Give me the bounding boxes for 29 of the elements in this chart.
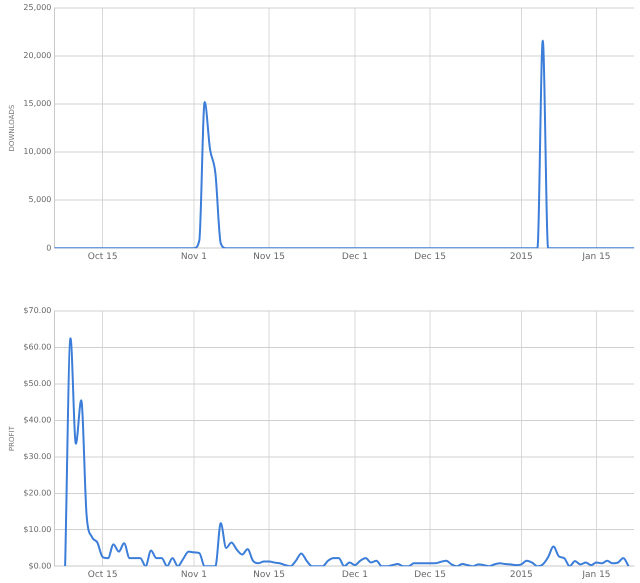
y-tick-label: $70.00 — [23, 306, 52, 316]
y-tick-label: 10,000 — [23, 147, 52, 156]
x-tick-label: Oct 15 — [88, 252, 118, 262]
x-tick-label: Nov 15 — [253, 570, 286, 580]
x-tick-label: Oct 15 — [88, 570, 118, 580]
y-tick-label: $20.00 — [23, 488, 52, 498]
x-tick-label: Jan 15 — [581, 570, 611, 580]
x-tick-label: Dec 15 — [414, 252, 446, 262]
y-tick-label: 15,000 — [23, 99, 52, 108]
y-tick-label: 25,000 — [23, 3, 52, 12]
y-tick-label: $50.00 — [23, 378, 52, 388]
x-tick-label: 2015 — [510, 252, 533, 262]
x-tick-label: Nov 1 — [180, 570, 208, 580]
y-tick-label: $40.00 — [23, 415, 52, 424]
y-tick-label: $0.00 — [28, 561, 52, 570]
y-tick-label: $30.00 — [23, 452, 52, 461]
x-tick-label: Dec 15 — [414, 570, 446, 580]
y-tick-label: $10.00 — [23, 524, 52, 534]
x-tick-label: 2015 — [510, 570, 533, 580]
x-tick-label: Nov 1 — [180, 252, 208, 262]
y-tick-label: 20,000 — [23, 51, 52, 60]
y-tick-label: 0 — [46, 243, 52, 252]
x-tick-label: Dec 1 — [342, 252, 368, 262]
y-tick-label: $60.00 — [23, 342, 52, 352]
y-tick-label: 5,000 — [28, 195, 52, 204]
x-tick-label: Nov 15 — [253, 252, 286, 262]
x-tick-label: Dec 1 — [342, 570, 368, 580]
x-tick-label: Jan 15 — [581, 252, 611, 262]
line-series — [64, 337, 630, 566]
